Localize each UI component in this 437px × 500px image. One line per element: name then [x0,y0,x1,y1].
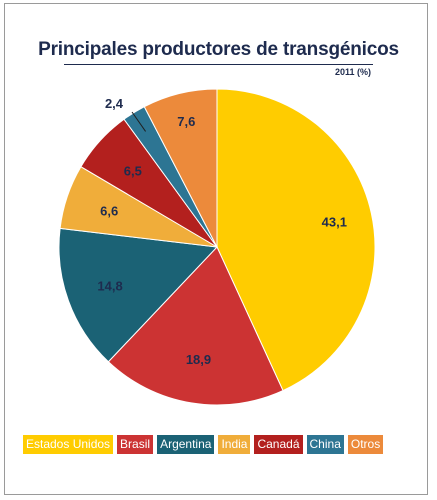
label-leader-line [131,111,146,132]
chart-title: Principales productores de transgénicos [38,39,399,60]
data-label: 18,9 [186,352,211,367]
legend-item-china: China [306,435,344,454]
legend-item-argentina: Argentina [157,435,215,454]
title-underline [64,64,373,65]
data-label: 14,8 [97,279,122,294]
legend-item-canad-: Canadá [254,435,303,454]
legend-item-estados-unidos: Estados Unidos [23,435,114,454]
data-label: 6,6 [100,204,118,219]
pie-slice-otros [143,88,218,248]
legend-item-india: India [218,435,251,454]
pie-slice-argentina [58,227,219,363]
chart-legend: Estados Unidos Brasil Argentina India Canadá… [23,435,384,454]
data-label: 2,4 [105,96,124,111]
legend-item-otros: Otros [347,435,384,454]
pie-slice-brasil [107,246,284,406]
chart-subtitle: 2011 (%) [334,67,371,77]
data-label: 43,1 [322,214,347,229]
data-label: 6,5 [124,164,142,179]
pie-slice-estados-unidos [216,88,376,392]
data-label: 7,6 [177,114,195,129]
legend-item-brasil: Brasil [117,435,154,454]
